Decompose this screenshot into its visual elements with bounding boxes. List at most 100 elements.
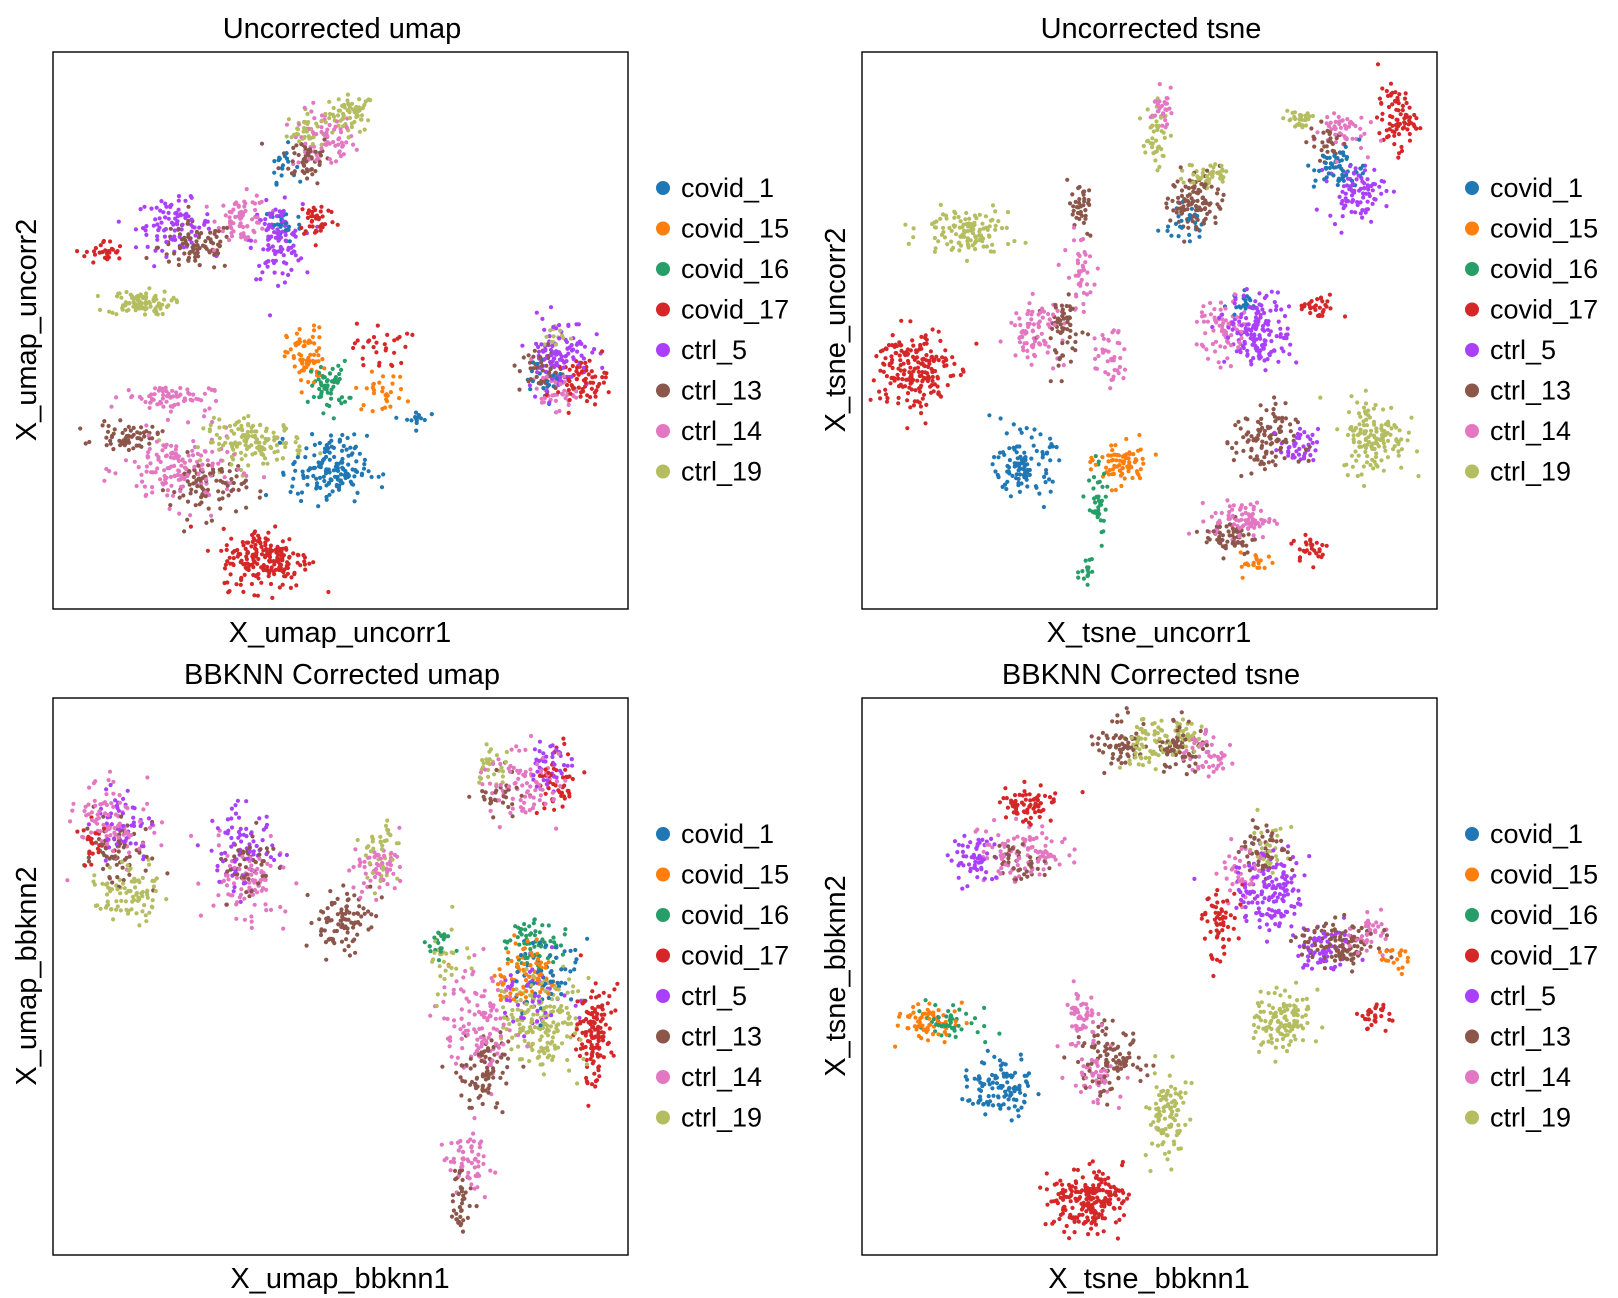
scatter-point-ctrl-14 (168, 394, 173, 400)
scatter-point-ctrl-13 (207, 249, 212, 254)
scatter-point-covid-1 (338, 472, 344, 477)
scatter-point-ctrl-14 (204, 477, 209, 482)
scatter-point-ctrl-13 (1223, 543, 1228, 548)
scatter-point-ctrl-5 (1232, 301, 1237, 306)
scatter-point-ctrl-13 (1067, 315, 1072, 320)
scatter-point-covid-17 (924, 353, 929, 358)
scatter-point-covid-17 (871, 378, 876, 383)
scatter-point-covid-17 (92, 252, 98, 257)
scatter-point-ctrl-19 (1224, 169, 1229, 174)
scatter-point-covid-17 (266, 530, 271, 535)
scatter-point-ctrl-19 (139, 301, 144, 306)
scatter-point-ctrl-5 (176, 207, 181, 212)
scatter-point-ctrl-14 (1328, 120, 1333, 125)
scatter-point-covid-16 (328, 371, 333, 376)
scatter-point-ctrl-13 (112, 427, 117, 432)
scatter-point-ctrl-14 (1235, 315, 1240, 320)
scatter-point-covid-15 (308, 352, 313, 357)
scatter-point-ctrl-13 (189, 487, 194, 492)
scatter-point-ctrl-19 (952, 209, 957, 214)
scatter-point-covid-17 (1397, 92, 1402, 97)
scatter-point-covid-16 (1085, 573, 1090, 578)
scatter-point-ctrl-19 (355, 837, 360, 843)
scatter-point-covid-16 (1099, 543, 1104, 548)
scatter-point-ctrl-5 (138, 207, 143, 212)
scatter-point-ctrl-5 (1249, 362, 1254, 367)
scatter-point-ctrl-13 (1067, 335, 1072, 340)
scatter-point-ctrl-13 (176, 226, 181, 231)
scatter-point-ctrl-14 (201, 414, 207, 419)
scatter-point-covid-15 (1122, 476, 1127, 481)
scatter-point-ctrl-19 (1335, 427, 1340, 432)
scatter-point-ctrl-5 (1349, 193, 1355, 198)
scatter-point-covid-16 (336, 397, 342, 402)
scatter-point-ctrl-14 (132, 459, 137, 464)
scatter-point-ctrl-5 (1298, 432, 1303, 437)
scatter-point-ctrl-13 (1283, 401, 1288, 406)
scatter-point-covid-15 (1122, 459, 1127, 464)
scatter-point-ctrl-14 (509, 747, 514, 752)
legend-marker (656, 302, 670, 317)
scatter-point-covid-1 (334, 464, 339, 469)
scatter-point-ctrl-5 (1328, 213, 1333, 218)
scatter-point-ctrl-19 (284, 426, 289, 431)
scatter-point-ctrl-19 (338, 118, 343, 123)
scatter-point-ctrl-13 (1083, 216, 1088, 221)
scatter-point-covid-17 (264, 568, 269, 573)
scatter-point-ctrl-19 (253, 451, 258, 456)
scatter-point-covid-1 (1186, 218, 1191, 223)
scatter-point-ctrl-13 (276, 166, 281, 171)
scatter-point-ctrl-13 (1213, 215, 1218, 220)
scatter-point-ctrl-14 (1204, 347, 1209, 352)
scatter-point-ctrl-19 (1191, 172, 1196, 177)
scatter-point-ctrl-5 (233, 803, 238, 808)
scatter-point-ctrl-19 (144, 291, 149, 296)
scatter-point-ctrl-13 (521, 355, 526, 360)
scatter-point-ctrl-19 (207, 427, 212, 432)
scatter-point-ctrl-14 (236, 467, 241, 472)
scatter-point-covid-15 (371, 391, 377, 396)
scatter-point-ctrl-13 (526, 379, 531, 384)
scatter-point-ctrl-5 (575, 349, 580, 354)
panel-uncorrected-tsne: Uncorrected tsne X_tsne_uncorr1 X_tsne_u… (820, 13, 1598, 649)
scatter-point-ctrl-5 (280, 247, 285, 252)
scatter-point-ctrl-13 (203, 494, 208, 499)
scatter-point-covid-17 (1377, 131, 1382, 136)
scatter-point-covid-17 (600, 375, 605, 380)
scatter-point-covid-15 (302, 339, 307, 344)
scatter-point-ctrl-14 (175, 456, 180, 461)
scatter-point-ctrl-13 (1065, 340, 1070, 345)
scatter-point-ctrl-19 (956, 214, 961, 220)
scatter-point-ctrl-14 (169, 483, 174, 488)
scatter-point-ctrl-14 (107, 469, 112, 474)
scatter-point-ctrl-5 (262, 221, 267, 226)
scatter-point-ctrl-5 (274, 214, 280, 219)
scatter-point-covid-15 (1109, 488, 1114, 493)
scatter-point-covid-16 (558, 943, 564, 948)
scatter-point-ctrl-5 (1348, 164, 1353, 169)
scatter-point-ctrl-13 (105, 429, 111, 434)
scatter-point-ctrl-14 (1217, 323, 1222, 328)
scatter-point-ctrl-5 (156, 228, 161, 233)
scatter-point-ctrl-13 (357, 904, 362, 909)
scatter-point-ctrl-14 (234, 875, 240, 881)
scatter-point-ctrl-14 (467, 1009, 472, 1014)
scatter-point-ctrl-5 (183, 198, 188, 203)
scatter-point-ctrl-13 (1233, 423, 1238, 428)
scatter-point-covid-15 (299, 353, 304, 358)
scatter-point-covid-17 (1388, 114, 1393, 119)
scatter-point-covid-17 (227, 555, 232, 560)
scatter-point-ctrl-5 (547, 400, 552, 405)
scatter-point-covid-1 (316, 460, 321, 465)
scatter-point-ctrl-14 (508, 994, 513, 1000)
scatter-point-covid-17 (592, 402, 598, 407)
scatter-point-ctrl-14 (65, 878, 70, 883)
scatter-point-ctrl-13 (1205, 168, 1210, 173)
scatter-point-covid-17 (563, 767, 568, 772)
scatter-point-ctrl-13 (1066, 292, 1071, 297)
scatter-point-ctrl-19 (1371, 466, 1376, 471)
scatter-point-ctrl-14 (219, 458, 224, 463)
scatter-point-ctrl-5 (305, 270, 310, 275)
scatter-point-ctrl-5 (553, 363, 558, 368)
scatter-point-covid-17 (607, 994, 612, 999)
